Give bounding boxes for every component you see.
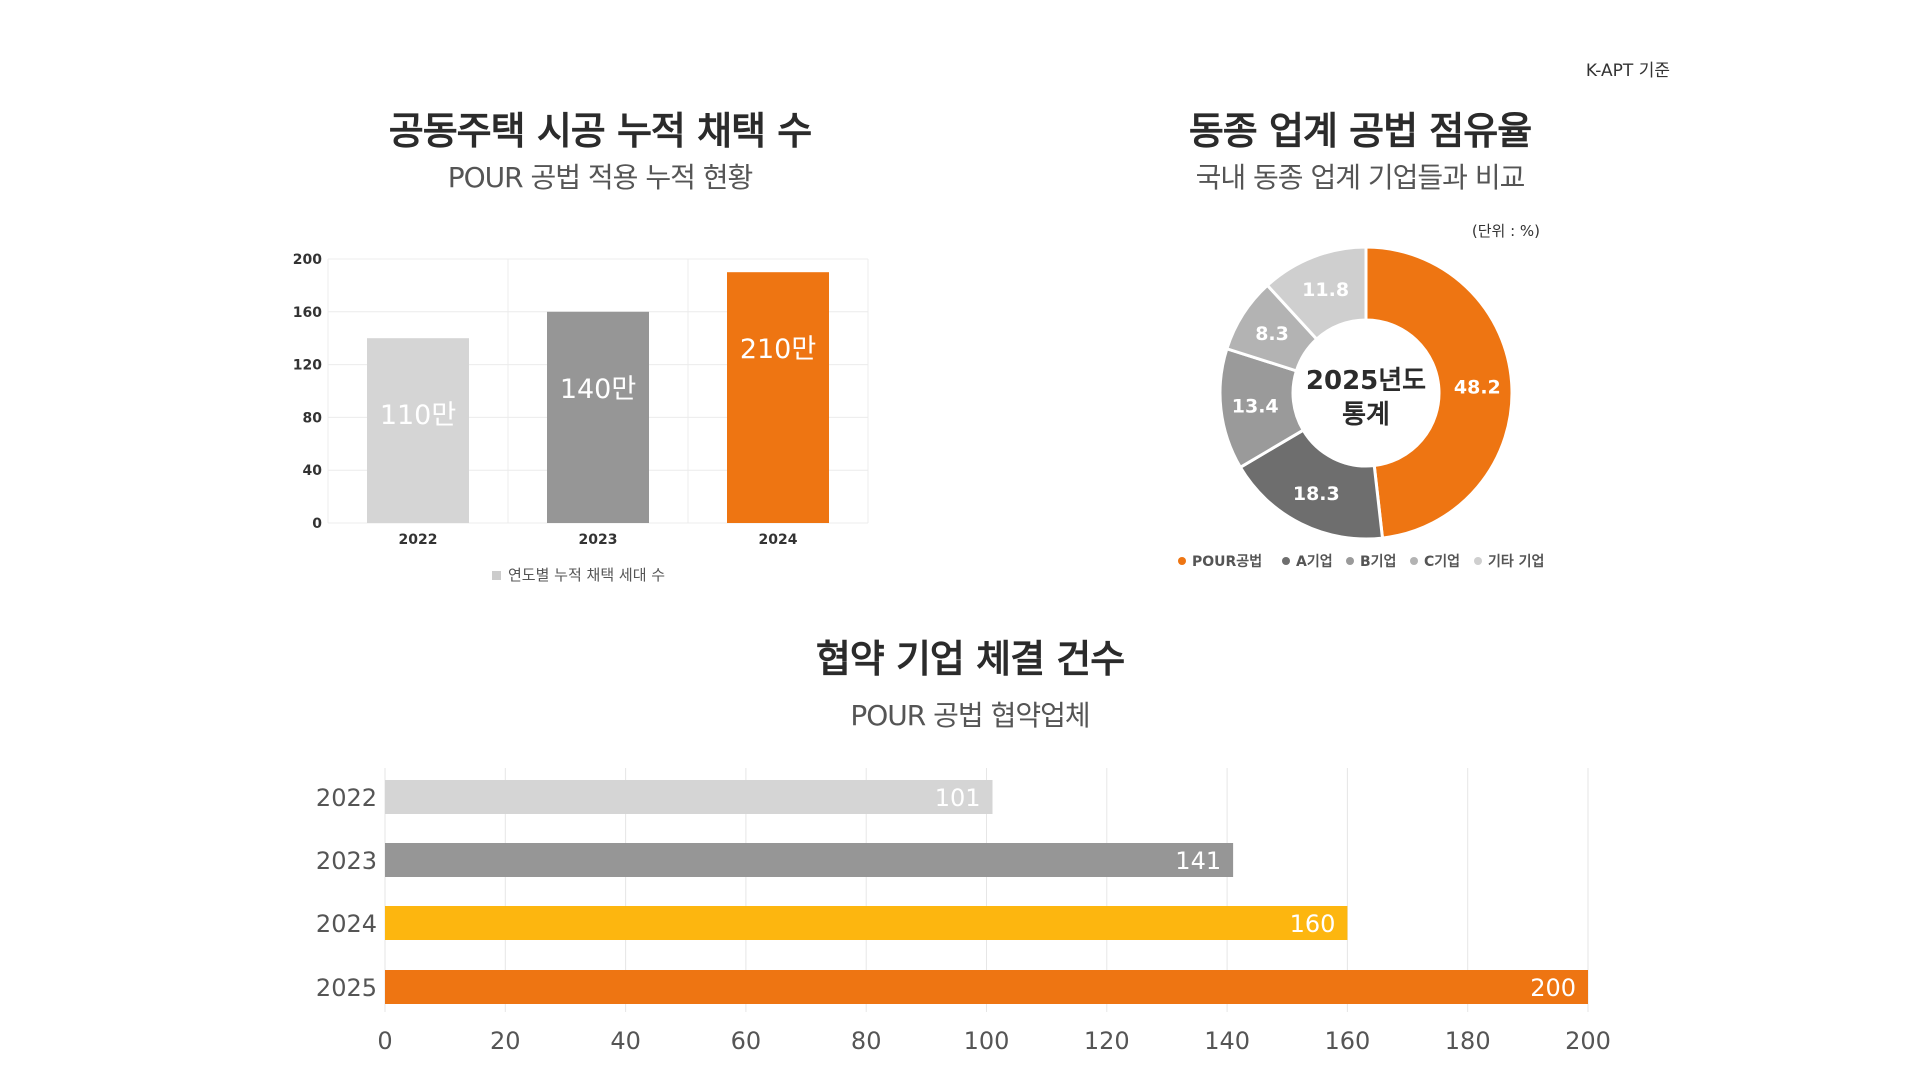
y-tick-label: 2025	[316, 974, 377, 1002]
contracts-chart-subtitle: POUR 공법 협약업체	[850, 699, 1090, 732]
pie-slice-A기업	[1238, 428, 1385, 541]
share-chart-title: 동종 업계 공법 점유율	[1188, 109, 1532, 153]
bar-data-label: 141	[1175, 847, 1221, 875]
y-tick-label: 0	[312, 516, 322, 532]
source-note: K-APT 기준	[1585, 61, 1670, 81]
pie-slice-label: 18.3	[1293, 483, 1340, 505]
legend-label: 기타 기업	[1488, 554, 1544, 570]
share-unit-note: (단위 : %)	[1471, 222, 1540, 240]
legend-dot	[1410, 557, 1418, 565]
x-tick-label: 2022	[399, 532, 438, 548]
pie-slice-POUR공법	[1364, 245, 1514, 540]
pie-slice-기타 기업	[1265, 245, 1368, 342]
x-tick-label: 40	[610, 1027, 641, 1055]
x-tick-label: 120	[1084, 1027, 1130, 1055]
bar-2025	[385, 970, 1588, 1004]
bar-2024	[727, 272, 829, 523]
bar-data-label: 140만	[560, 374, 636, 405]
bar-data-label: 101	[935, 784, 981, 812]
bar-data-label: 160	[1290, 910, 1336, 938]
x-tick-label: 80	[851, 1027, 882, 1055]
legend-label: 연도별 누적 채택 세대 수	[508, 566, 665, 584]
x-tick-label: 2023	[579, 532, 618, 548]
y-tick-label: 2023	[316, 847, 377, 875]
contracts-chart-title: 협약 기업 체결 건수	[815, 637, 1125, 681]
x-tick-label: 140	[1204, 1027, 1250, 1055]
pie-slice-label: 48.2	[1454, 377, 1501, 399]
x-tick-label: 60	[731, 1027, 762, 1055]
donut-center-line2: 통계	[1342, 400, 1390, 430]
bar-data-label: 200	[1530, 974, 1576, 1002]
donut-hole	[1294, 321, 1438, 465]
bar-2022	[385, 780, 993, 814]
bar-data-label: 110만	[380, 400, 456, 431]
share-chart-subtitle: 국내 동종 업계 기업들과 비교	[1195, 161, 1526, 194]
bar-2023	[385, 843, 1234, 877]
y-tick-label: 200	[293, 252, 322, 268]
x-tick-label: 20	[490, 1027, 521, 1055]
legend-label: A기업	[1296, 554, 1333, 570]
legend-dot	[1346, 557, 1354, 565]
bar-2023	[547, 311, 649, 523]
x-tick-label: 180	[1445, 1027, 1491, 1055]
x-tick-label: 100	[964, 1027, 1010, 1055]
x-tick-label: 160	[1324, 1027, 1370, 1055]
legend-label: POUR공법	[1192, 554, 1262, 570]
cumulative-chart-title: 공동주택 시공 누적 채택 수	[388, 109, 812, 153]
donut-center-line1: 2025년도	[1306, 366, 1426, 396]
bar-data-label: 210만	[740, 334, 816, 365]
legend-label: B기업	[1360, 554, 1396, 570]
pie-slice-label: 8.3	[1255, 323, 1289, 345]
legend-dot	[1282, 557, 1290, 565]
pie-slice-label: 11.8	[1302, 279, 1349, 301]
bar-2022	[367, 338, 469, 523]
legend-dot	[1178, 557, 1186, 565]
y-tick-label: 40	[303, 463, 323, 479]
legend-dot	[1474, 557, 1482, 565]
cumulative-chart-subtitle: POUR 공법 적용 누적 현황	[447, 161, 754, 194]
y-tick-label: 120	[293, 358, 322, 374]
pie-slice-label: 13.4	[1232, 396, 1279, 418]
x-tick-label: 2024	[759, 532, 798, 548]
y-tick-label: 80	[303, 410, 323, 426]
x-tick-label: 200	[1565, 1027, 1611, 1055]
y-tick-label: 2022	[316, 784, 377, 812]
x-tick-label: 0	[377, 1027, 392, 1055]
y-tick-label: 2024	[316, 910, 377, 938]
bar-2024	[385, 906, 1348, 940]
legend-swatch	[492, 571, 501, 580]
legend-label: C기업	[1424, 554, 1460, 570]
y-tick-label: 160	[293, 305, 322, 321]
